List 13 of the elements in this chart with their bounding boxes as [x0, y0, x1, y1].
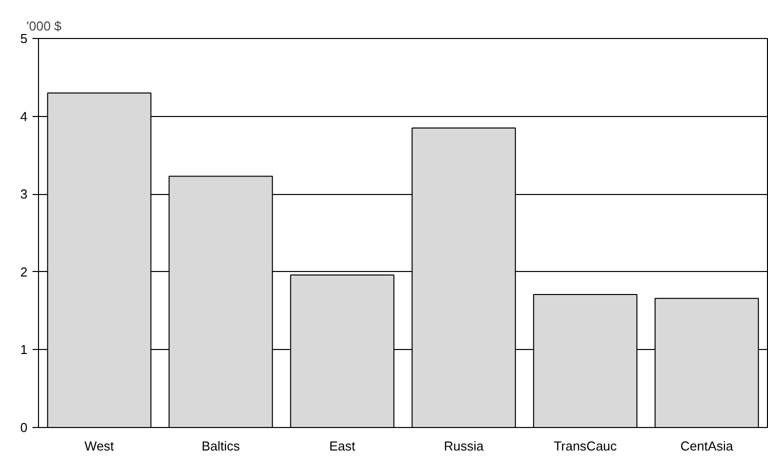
x-tick-label: CentAsia: [680, 438, 734, 454]
y-tick-label: 5: [20, 31, 28, 46]
y-tick-label: 1: [20, 342, 28, 358]
y-axis-title: '000 $: [26, 18, 62, 34]
x-tick-label: East: [329, 438, 356, 454]
x-tick-label: West: [84, 438, 114, 454]
x-tick-label: Baltics: [202, 438, 240, 454]
x-tick-label: TransCauc: [554, 438, 618, 454]
y-tick-label: 3: [20, 186, 28, 202]
y-tick-label: 4: [20, 108, 28, 124]
y-tick-label: 0: [20, 420, 28, 435]
y-tick-label: 2: [20, 264, 28, 280]
x-tick-label: Russia: [444, 438, 484, 454]
